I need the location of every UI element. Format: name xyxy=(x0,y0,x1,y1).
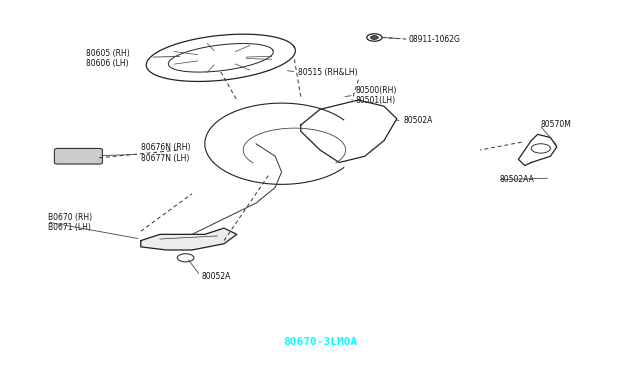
Polygon shape xyxy=(141,228,237,250)
Text: 08911-1062G: 08911-1062G xyxy=(408,35,460,44)
Text: 80502A: 80502A xyxy=(403,116,433,125)
Text: 80052A: 80052A xyxy=(202,272,231,281)
Text: 80676N (RH)
80677N (LH): 80676N (RH) 80677N (LH) xyxy=(141,144,190,163)
Circle shape xyxy=(371,36,378,39)
Text: 80500(RH)
80501(LH): 80500(RH) 80501(LH) xyxy=(355,86,397,105)
Text: 80502AA: 80502AA xyxy=(499,175,534,184)
Text: B0670 (RH)
B0671 (LH): B0670 (RH) B0671 (LH) xyxy=(48,213,92,232)
Text: 80515 (RH&LH): 80515 (RH&LH) xyxy=(298,68,357,77)
Text: 80605 (RH)
80606 (LH): 80605 (RH) 80606 (LH) xyxy=(86,49,130,68)
Text: 80670-3LM0A: 80670-3LM0A xyxy=(283,337,357,347)
Text: 80570M: 80570M xyxy=(541,121,572,129)
FancyBboxPatch shape xyxy=(54,148,102,164)
